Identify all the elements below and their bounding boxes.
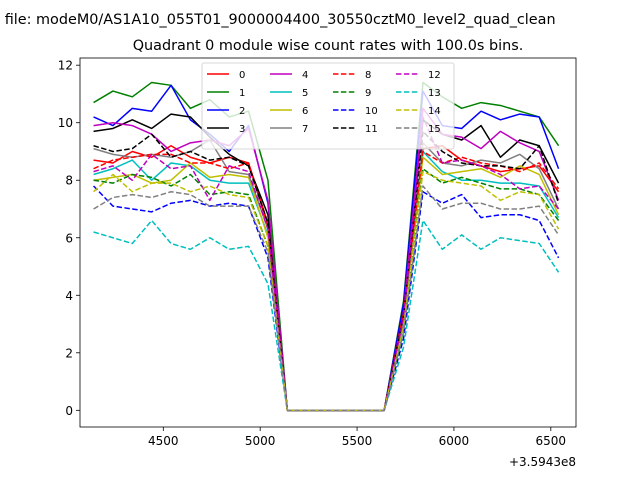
y-tick-label: 0 xyxy=(65,404,73,418)
y-tick-label: 12 xyxy=(58,59,73,73)
legend-label-6: 6 xyxy=(302,106,308,117)
legend-label-5: 5 xyxy=(302,88,308,99)
y-tick-label: 4 xyxy=(65,289,73,303)
y-tick-label: 2 xyxy=(65,346,73,360)
x-offset-label: +3.5943e8 xyxy=(509,455,576,469)
series-layer xyxy=(93,81,560,412)
plot-frame xyxy=(79,57,577,428)
legend-label-0: 0 xyxy=(239,70,245,81)
legend-box xyxy=(201,62,455,150)
series-line-13 xyxy=(93,219,560,412)
x-tick-label: 5000 xyxy=(245,434,276,448)
legend-label-13: 13 xyxy=(428,88,441,99)
x-tick-label: 4500 xyxy=(148,434,179,448)
figure-suptitle: n file: modeM0/AS1A10_055T01_9000004400_… xyxy=(0,12,556,28)
x-tick-label: 5500 xyxy=(342,434,373,448)
legend-label-12: 12 xyxy=(428,70,441,81)
x-tick-label: 6000 xyxy=(439,434,470,448)
legend-label-15: 15 xyxy=(428,124,441,135)
y-tick-label: 10 xyxy=(58,116,73,130)
legend-label-2: 2 xyxy=(239,106,245,117)
y-tick-label: 6 xyxy=(65,231,73,245)
legend-label-3: 3 xyxy=(239,124,245,135)
legend-label-8: 8 xyxy=(365,70,371,81)
chart-title: Quadrant 0 module wise count rates with … xyxy=(133,38,524,54)
series-line-15 xyxy=(93,185,560,412)
legend-label-9: 9 xyxy=(365,88,371,99)
legend-label-14: 14 xyxy=(428,106,441,117)
legend-label-7: 7 xyxy=(302,124,308,135)
legend-label-1: 1 xyxy=(239,88,245,99)
x-tick-label: 6500 xyxy=(536,434,567,448)
legend-label-4: 4 xyxy=(302,70,308,81)
y-tick-label: 8 xyxy=(65,174,73,188)
legend-label-11: 11 xyxy=(365,124,378,135)
legend-label-10: 10 xyxy=(365,106,378,117)
